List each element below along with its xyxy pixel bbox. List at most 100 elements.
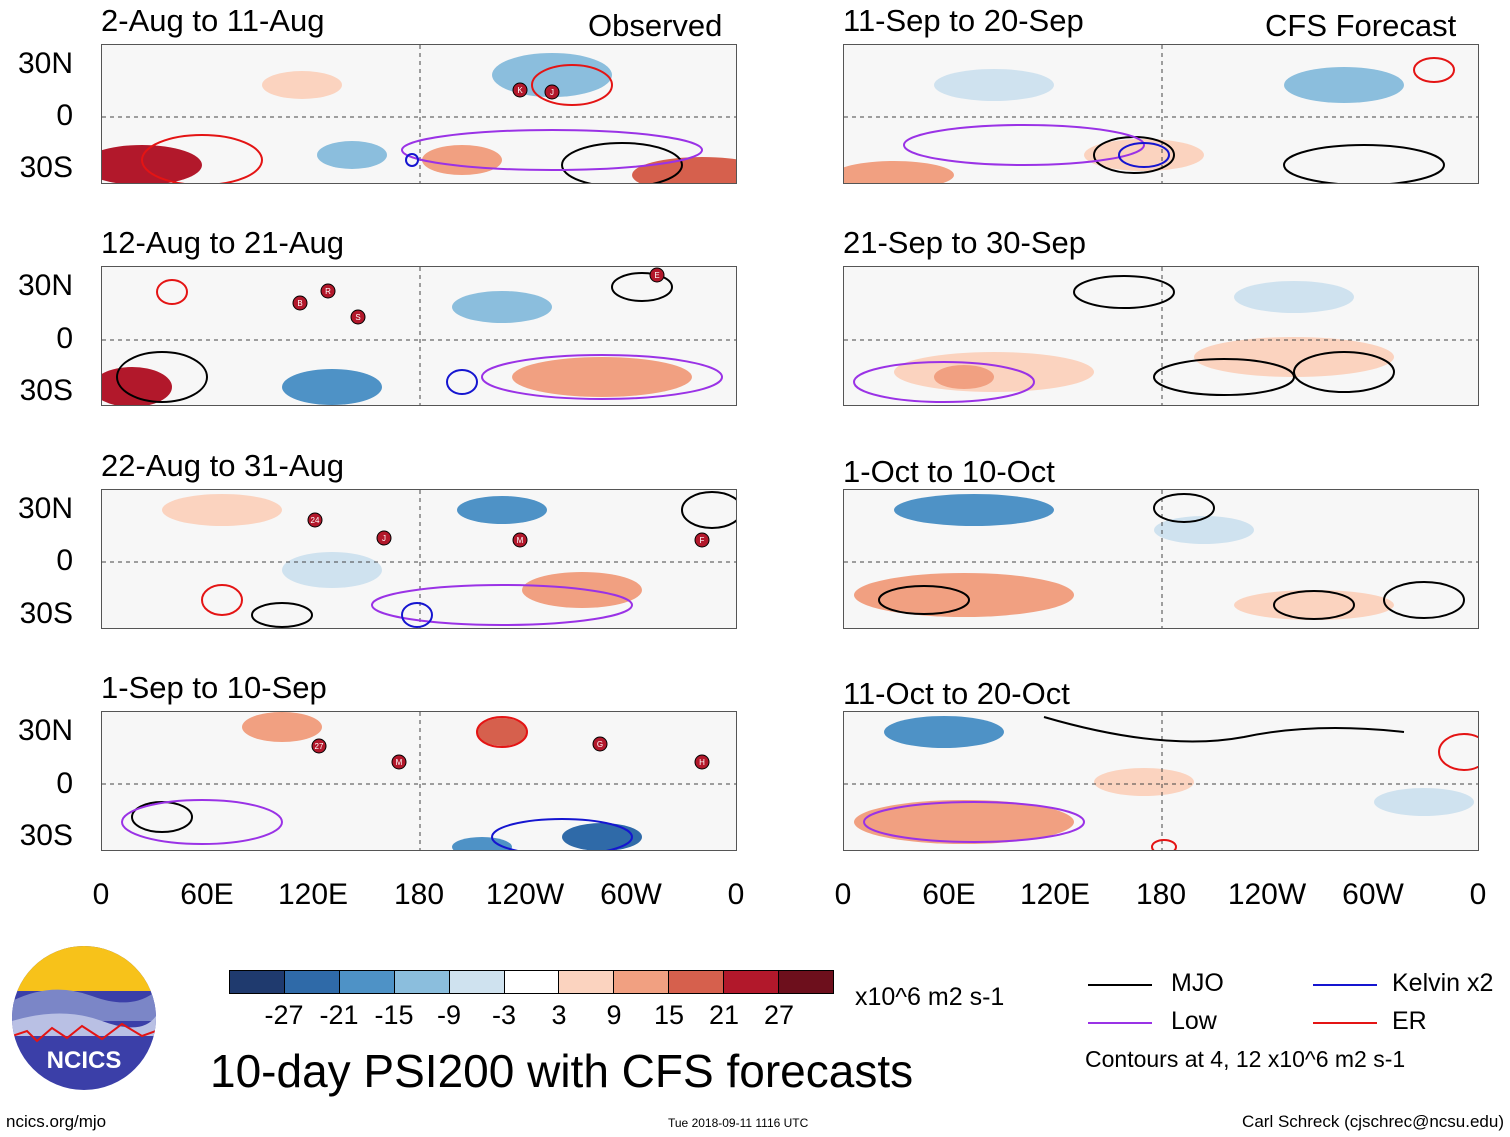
lon-right-120w: 120W — [1227, 878, 1307, 911]
map-canvas-5 — [844, 45, 1478, 183]
footer-timestamp: Tue 2018-09-11 1116 UTC — [668, 1116, 809, 1130]
ncics-logo: NCICS — [12, 946, 156, 1090]
colorbar — [229, 970, 834, 994]
panel-title-2: 12-Aug to 21-Aug — [101, 225, 345, 260]
lat-eq-4: 0 — [56, 767, 73, 800]
map-canvas-3: 24 J M F — [102, 490, 736, 628]
lat-30n-4: 30N — [17, 714, 73, 747]
svg-text:M: M — [517, 536, 524, 545]
legend-low-line — [1088, 1022, 1152, 1024]
colorbar-swatch — [339, 971, 395, 993]
map-panel-6 — [843, 266, 1479, 406]
lat-30s-2: 30S — [19, 374, 73, 407]
map-panel-8 — [843, 711, 1479, 851]
lat-eq-3: 0 — [56, 544, 73, 577]
lat-eq-2: 0 — [56, 322, 73, 355]
legend-er-label: ER — [1392, 1007, 1427, 1035]
footer-author: Carl Schreck (cjschrec@ncsu.edu) — [1242, 1112, 1504, 1131]
panel-title-8: 11-Oct to 20-Oct — [843, 676, 1070, 711]
storm-marker: 24 — [307, 512, 323, 528]
lon-left-180: 180 — [393, 878, 445, 911]
map-canvas-8 — [844, 712, 1478, 850]
lon-left-120e: 120E — [277, 878, 349, 911]
storm-marker: G — [592, 736, 608, 752]
svg-text:S: S — [355, 313, 360, 322]
svg-text:J: J — [550, 88, 554, 97]
map-canvas-7 — [844, 490, 1478, 628]
svg-text:24: 24 — [311, 516, 320, 525]
storm-marker: 27 — [311, 738, 327, 754]
svg-text:R: R — [325, 287, 331, 296]
map-canvas-6 — [844, 267, 1478, 405]
panel-title-4: 1-Sep to 10-Sep — [101, 670, 327, 705]
lon-right-180: 180 — [1135, 878, 1187, 911]
colorbar-swatch — [230, 971, 285, 993]
lat-30n-2: 30N — [17, 269, 73, 302]
colorbar-swatch — [284, 971, 340, 993]
lon-right-end: 0 — [1469, 878, 1487, 911]
svg-text:K: K — [517, 86, 523, 95]
observed-label: Observed — [588, 8, 723, 43]
lon-right-60w: 60W — [1342, 878, 1404, 911]
legend-mjo-label: MJO — [1171, 969, 1224, 997]
colorbar-label: -9 — [436, 1000, 462, 1030]
map-panel-7 — [843, 489, 1479, 629]
lon-right-0: 0 — [834, 878, 852, 911]
colorbar-label: 27 — [763, 1000, 795, 1030]
colorbar-swatch — [724, 971, 780, 993]
map-panel-4: 27 M G H — [101, 711, 737, 851]
map-panel-5 — [843, 44, 1479, 184]
map-panel-3: 24 J M F — [101, 489, 737, 629]
panel-title-7: 1-Oct to 10-Oct — [843, 454, 1055, 489]
storm-marker: J — [376, 530, 392, 546]
lon-left-end: 0 — [727, 878, 745, 911]
svg-text:E: E — [654, 271, 659, 280]
legend-kelvin-label: Kelvin x2 — [1392, 969, 1494, 997]
contours-note: Contours at 4, 12 x10^6 m2 s-1 — [1085, 1046, 1406, 1072]
colorbar-swatch — [449, 971, 505, 993]
logo-text: NCICS — [47, 1047, 122, 1074]
panel-title-1: 2-Aug to 11-Aug — [101, 3, 325, 38]
colorbar-swatch — [394, 971, 450, 993]
storm-marker: J — [544, 84, 560, 100]
legend-low-label: Low — [1171, 1007, 1217, 1035]
lon-right-120e: 120E — [1019, 878, 1091, 911]
footer-website: ncics.org/mjo — [6, 1112, 107, 1131]
panel-title-6: 21-Sep to 30-Sep — [843, 225, 1087, 260]
storm-marker: E — [649, 267, 665, 283]
lat-30s-4: 30S — [19, 819, 73, 852]
map-canvas-4: 27 M G H — [102, 712, 736, 850]
map-panel-2: B R S E — [101, 266, 737, 406]
storm-marker: F — [694, 532, 710, 548]
panel-title-5: 11-Sep to 20-Sep — [843, 3, 1084, 38]
svg-text:H: H — [699, 758, 705, 767]
lon-right-60e: 60E — [922, 878, 976, 911]
storm-marker: S — [350, 309, 366, 325]
lon-left-120w: 120W — [485, 878, 565, 911]
colorbar-swatch — [559, 971, 615, 993]
main-title: 10-day PSI200 with CFS forecasts — [210, 1045, 914, 1097]
colorbar-swatch — [669, 971, 725, 993]
lat-30n-1: 30N — [17, 47, 73, 80]
storm-marker: M — [391, 754, 407, 770]
storm-marker: H — [694, 754, 710, 770]
storm-marker: B — [292, 295, 308, 311]
legend-kelvin-line — [1313, 984, 1377, 986]
colorbar-label: 15 — [653, 1000, 685, 1030]
colorbar-label: -27 — [264, 1000, 304, 1030]
colorbar-label: -21 — [319, 1000, 359, 1030]
colorbar-swatch — [504, 971, 560, 993]
legend-er-line — [1313, 1022, 1377, 1024]
lon-left-0: 0 — [92, 878, 110, 911]
lat-eq-1: 0 — [56, 99, 73, 132]
colorbar-swatch — [779, 971, 833, 993]
lat-30s-3: 30S — [19, 597, 73, 630]
colorbar-units: x10^6 m2 s-1 — [855, 983, 1005, 1011]
storm-marker: R — [320, 283, 336, 299]
map-canvas-2: B R S E — [102, 267, 736, 405]
svg-text:F: F — [700, 536, 705, 545]
svg-text:G: G — [597, 740, 603, 749]
lat-30s-1: 30S — [19, 151, 73, 184]
